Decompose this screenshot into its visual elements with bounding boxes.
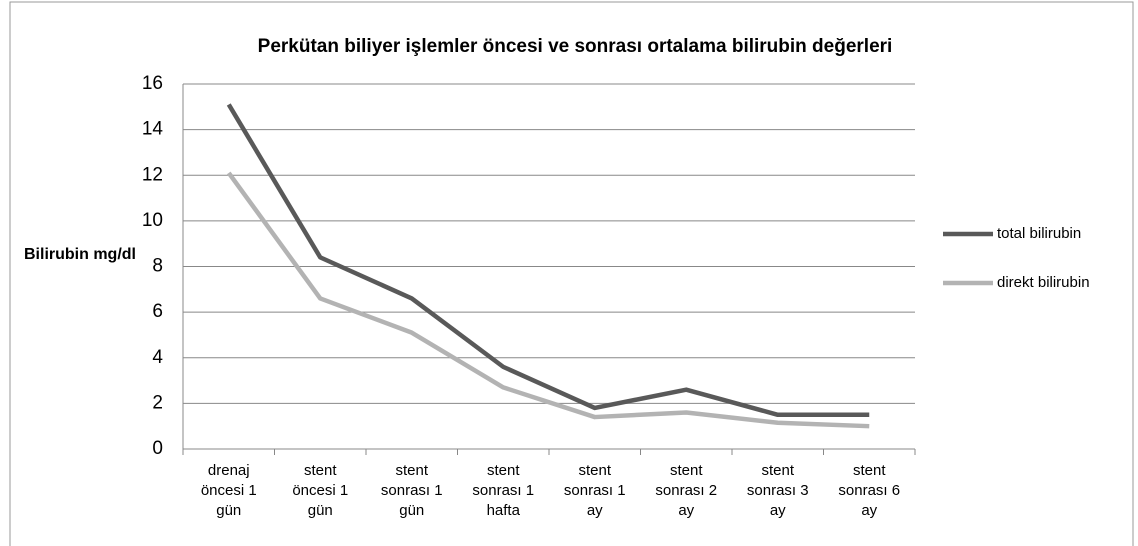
y-tick-label: 2 bbox=[152, 392, 163, 413]
y-tick-label: 10 bbox=[142, 210, 163, 231]
series-line bbox=[226, 171, 870, 429]
x-tick-label: stent sonrası 6 ay bbox=[838, 462, 901, 519]
legend-label: direkt bilirubin bbox=[997, 274, 1090, 291]
y-tick-label: 14 bbox=[142, 119, 164, 140]
x-tick-label: stent sonrası 1 hafta bbox=[472, 462, 535, 519]
x-tick-label: stent öncesi 1 gün bbox=[292, 462, 349, 519]
y-tick-label: 8 bbox=[152, 256, 163, 277]
y-tick-label: 16 bbox=[142, 73, 163, 94]
chart-title: Perkütan biliyer işlemler öncesi ve sonr… bbox=[258, 36, 893, 57]
y-tick-label: 6 bbox=[152, 301, 163, 322]
chart-frame bbox=[9, 1, 1134, 546]
legend-label: total bilirubin bbox=[997, 225, 1081, 242]
series-line bbox=[226, 103, 870, 418]
x-tick-label: stent sonrası 3 ay bbox=[746, 462, 809, 519]
x-tick-label: stent sonrası 1 gün bbox=[380, 462, 443, 519]
x-tick-label: stent sonrası 2 ay bbox=[655, 462, 718, 519]
y-axis-title: Bilirubin mg/dl bbox=[24, 246, 136, 263]
x-tick-label: stent sonrası 1 ay bbox=[563, 462, 626, 519]
y-tick-label: 4 bbox=[152, 347, 163, 368]
y-tick-label: 12 bbox=[142, 164, 163, 185]
x-tick-label: drenaj öncesi 1 gün bbox=[200, 462, 257, 519]
y-tick-label: 0 bbox=[152, 438, 163, 459]
